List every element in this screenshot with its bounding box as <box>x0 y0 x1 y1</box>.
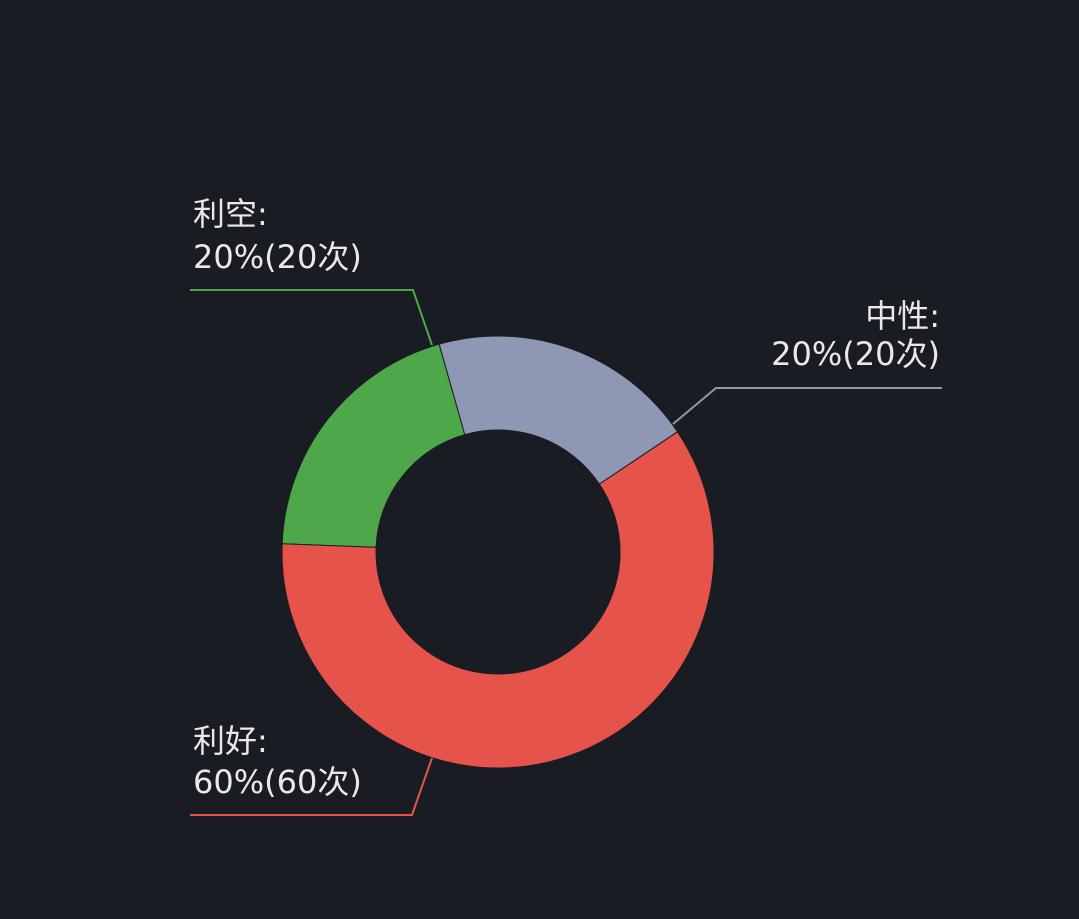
leader-line-2 <box>190 757 433 816</box>
slice-label-value-2: 60%(60次) <box>193 763 362 801</box>
donut-slice-1 <box>438 335 679 485</box>
slice-label-value-0: 20%(20次) <box>193 238 362 276</box>
leader-line-0 <box>190 289 433 346</box>
donut-slice-0 <box>281 343 466 548</box>
slice-label-value-1: 20%(20次) <box>771 335 940 373</box>
slice-label-name-1: 中性: <box>865 297 940 335</box>
slice-labels-layer: 利空:20%(20次)中性:20%(20次)利好:60%(60次) <box>193 195 940 801</box>
slice-label-name-2: 利好: <box>193 722 268 760</box>
slice-label-name-0: 利空: <box>193 195 268 233</box>
leader-lines-layer <box>190 289 942 816</box>
slices-layer <box>281 335 715 769</box>
donut-slice-2 <box>281 431 715 769</box>
leader-line-1 <box>672 387 942 425</box>
